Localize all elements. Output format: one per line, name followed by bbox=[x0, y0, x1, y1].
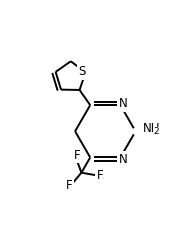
Text: NH: NH bbox=[143, 123, 160, 135]
Text: F: F bbox=[66, 179, 72, 191]
Text: S: S bbox=[78, 65, 86, 78]
Text: N: N bbox=[118, 97, 127, 110]
Text: F: F bbox=[74, 149, 81, 162]
Text: F: F bbox=[97, 169, 103, 182]
Text: N: N bbox=[118, 153, 127, 165]
Text: 2: 2 bbox=[154, 127, 159, 136]
